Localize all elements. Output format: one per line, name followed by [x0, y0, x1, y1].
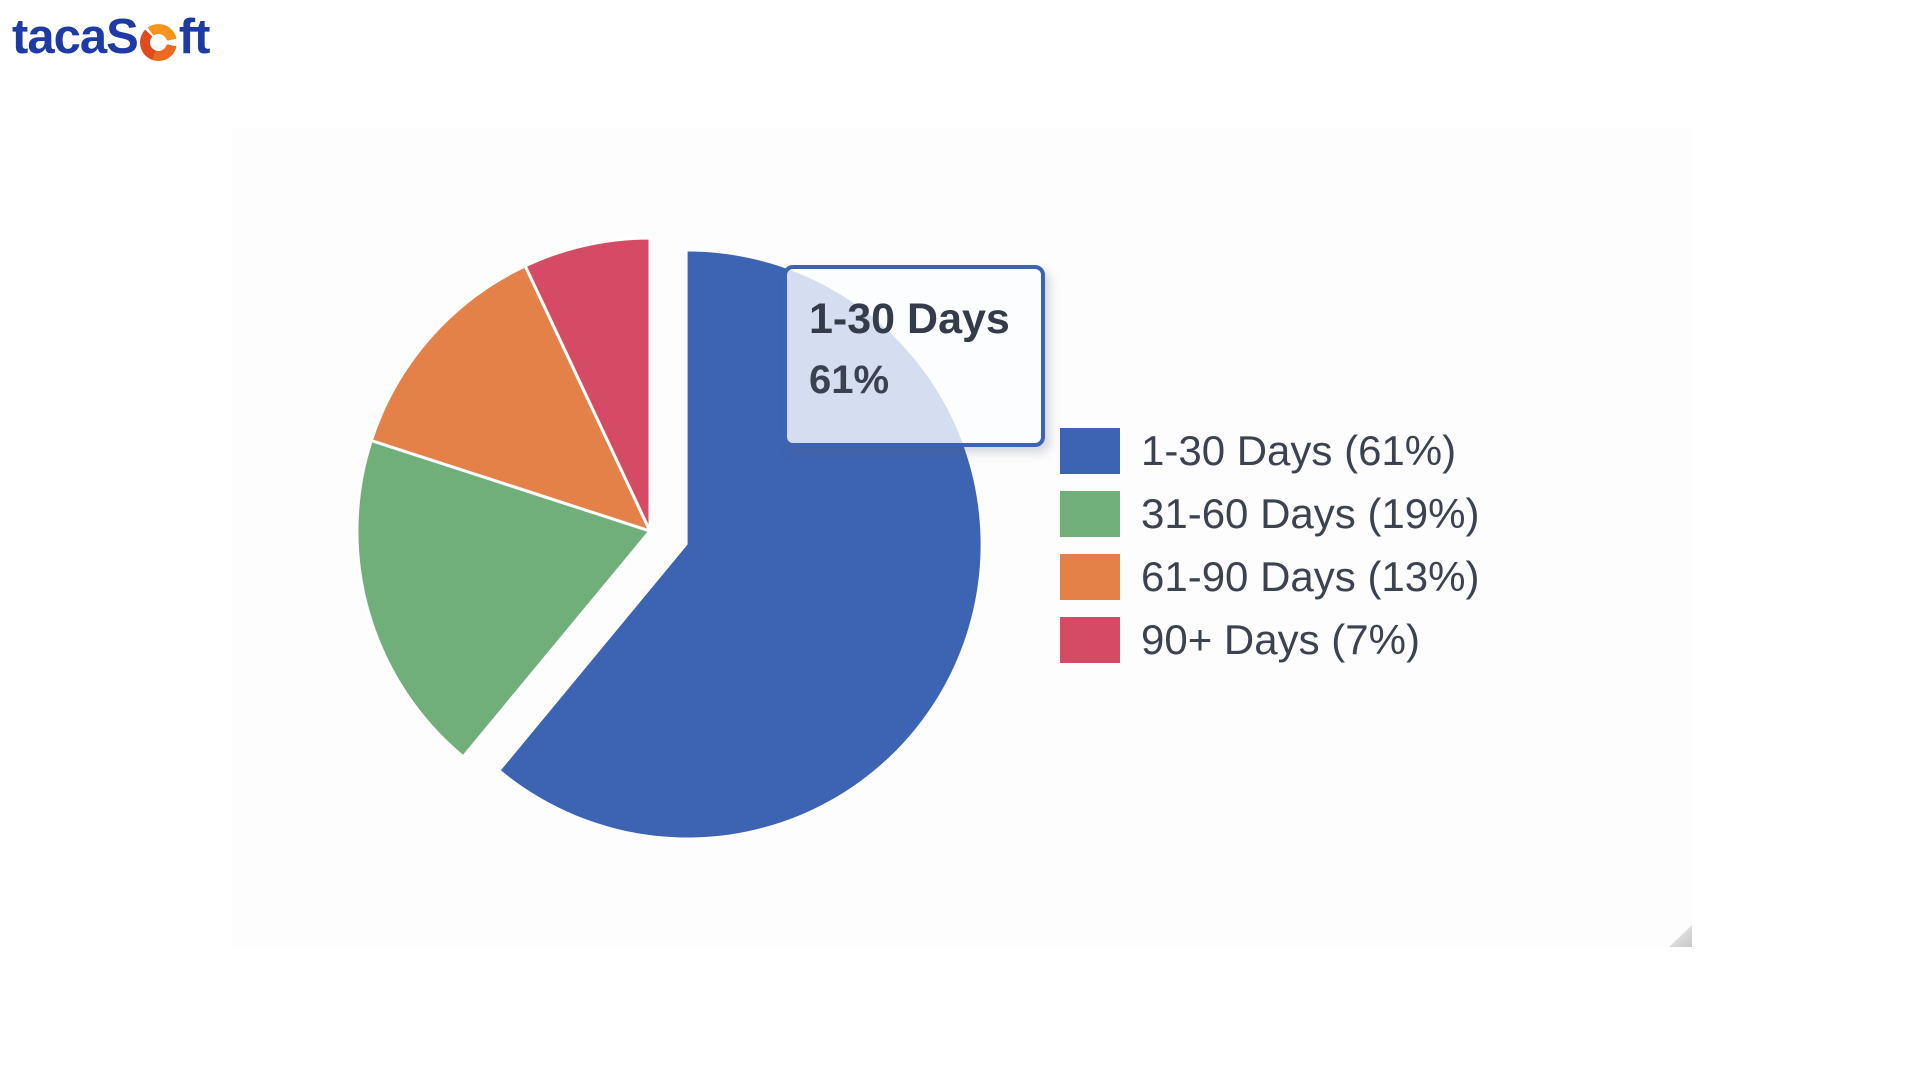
legend-label: 1-30 Days (61%): [1141, 427, 1457, 474]
legend-swatch-icon: [1060, 554, 1120, 600]
legend-swatch-icon: [1060, 617, 1120, 663]
tooltip-value: 61%: [809, 358, 890, 403]
chart-legend: 1-30 Days (61%) 31-60 Days (19%) 61-90 D…: [1060, 428, 1479, 663]
logo-text-suffix: ft: [178, 10, 211, 64]
pie-slice-90-days[interactable]: [523, 236, 652, 532]
chart-tooltip: 1-30 Days 61%: [783, 265, 1045, 447]
logo-text-prefix: tacaS: [12, 10, 139, 64]
pie-slice-31-60-days[interactable]: [355, 438, 653, 759]
legend-item-61-90-days[interactable]: 61-90 Days (13%): [1060, 554, 1479, 600]
legend-label: 61-90 Days (13%): [1141, 553, 1480, 600]
legend-swatch-icon: [1060, 491, 1120, 537]
legend-item-31-60-days[interactable]: 31-60 Days (19%): [1060, 491, 1479, 537]
legend-label: 31-60 Days (19%): [1141, 490, 1480, 537]
legend-label: 90+ Days (7%): [1141, 616, 1420, 663]
pie-slice-61-90-days[interactable]: [369, 263, 653, 534]
legend-item-1-30-days[interactable]: 1-30 Days (61%): [1060, 428, 1479, 474]
legend-item-90-plus-days[interactable]: 90+ Days (7%): [1060, 617, 1479, 663]
tooltip-title: 1-30 Days: [809, 295, 1010, 343]
logo-pie-icon: [139, 23, 177, 61]
logo: tacaS ft: [12, 8, 211, 66]
legend-swatch-icon: [1060, 428, 1120, 474]
